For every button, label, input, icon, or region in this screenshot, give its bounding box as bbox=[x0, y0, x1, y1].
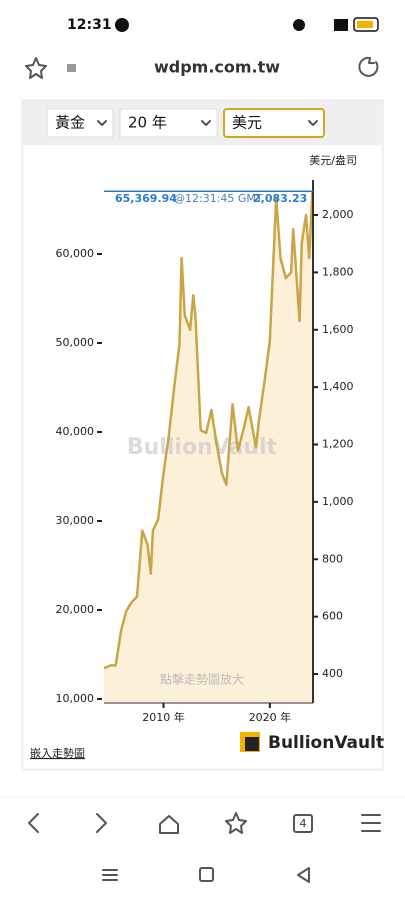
logo-text: BullionVault bbox=[268, 733, 384, 753]
bookmarks-button[interactable] bbox=[225, 812, 247, 834]
y-tick-label: 30,000 bbox=[56, 514, 95, 527]
x-tick-label: 2010 年 bbox=[142, 710, 185, 724]
metal-select[interactable]: 黃金 bbox=[46, 108, 114, 138]
period-select[interactable]: 20 年 bbox=[119, 108, 218, 138]
back-nav-button[interactable] bbox=[297, 867, 310, 883]
home-button[interactable] bbox=[159, 815, 179, 834]
y2-tick-label: 1,800 bbox=[322, 265, 354, 278]
y2-tick-label: 1,200 bbox=[322, 438, 354, 451]
y-tick-label: 40,000 bbox=[56, 425, 95, 438]
price-line bbox=[103, 191, 314, 670]
recents-button[interactable] bbox=[102, 869, 118, 881]
bookmark-button[interactable] bbox=[25, 57, 47, 79]
status-icons bbox=[293, 17, 379, 32]
home-nav-button[interactable] bbox=[199, 867, 214, 882]
y-tick-label: 10,000 bbox=[56, 692, 95, 705]
status-icon bbox=[115, 18, 129, 32]
logo: BullionVault bbox=[240, 732, 384, 753]
embed-link[interactable]: 嵌入走勢圖 bbox=[30, 746, 85, 760]
y-tick-label: 20,000 bbox=[56, 603, 95, 616]
url[interactable]: wdpm.com.tw bbox=[154, 58, 280, 77]
y2-tick-label: 1,600 bbox=[322, 323, 354, 336]
currency-select[interactable]: 美元 bbox=[223, 108, 325, 138]
y2-tick-label: 1,000 bbox=[322, 495, 354, 508]
y2-tick-label: 2,000 bbox=[322, 208, 354, 221]
readout-right: 2,083.23 bbox=[253, 192, 307, 205]
watermark: BullionVault bbox=[127, 435, 278, 460]
y2-tick-label: 1,400 bbox=[322, 380, 354, 393]
tab-count: 4 bbox=[300, 817, 307, 830]
lock-icon bbox=[67, 64, 76, 72]
select-text: 20 年 bbox=[128, 114, 167, 132]
y2-tick-label: 400 bbox=[322, 667, 343, 680]
select-text: 黃金 bbox=[55, 114, 85, 132]
forward-button[interactable] bbox=[96, 813, 107, 833]
select-text: 美元 bbox=[232, 114, 262, 132]
y-tick-label: 50,000 bbox=[56, 336, 95, 349]
menu-button[interactable] bbox=[361, 814, 381, 832]
x-tick-label: 2020 年 bbox=[249, 710, 292, 724]
chart[interactable]: BullionVault 點擊走勢圖放大 10,000 20,000 30,000 40,… bbox=[56, 154, 358, 724]
readout-left: 65,369.94 bbox=[115, 192, 177, 205]
clock: 12:31 bbox=[67, 17, 112, 33]
hint: 點擊走勢圖放大 bbox=[160, 672, 244, 687]
readout-time: @12:31:45 GMT bbox=[174, 192, 263, 205]
area-fill bbox=[104, 191, 313, 703]
y-tick-label: 60,000 bbox=[56, 247, 95, 260]
y2-tick-label: 800 bbox=[322, 552, 343, 565]
y2-tick-label: 600 bbox=[322, 610, 343, 623]
reload-button[interactable] bbox=[358, 56, 379, 77]
tabs-button[interactable]: 4 bbox=[293, 814, 313, 833]
back-button[interactable] bbox=[28, 813, 39, 833]
y2-axis-label: 美元/盎司 bbox=[309, 154, 357, 167]
